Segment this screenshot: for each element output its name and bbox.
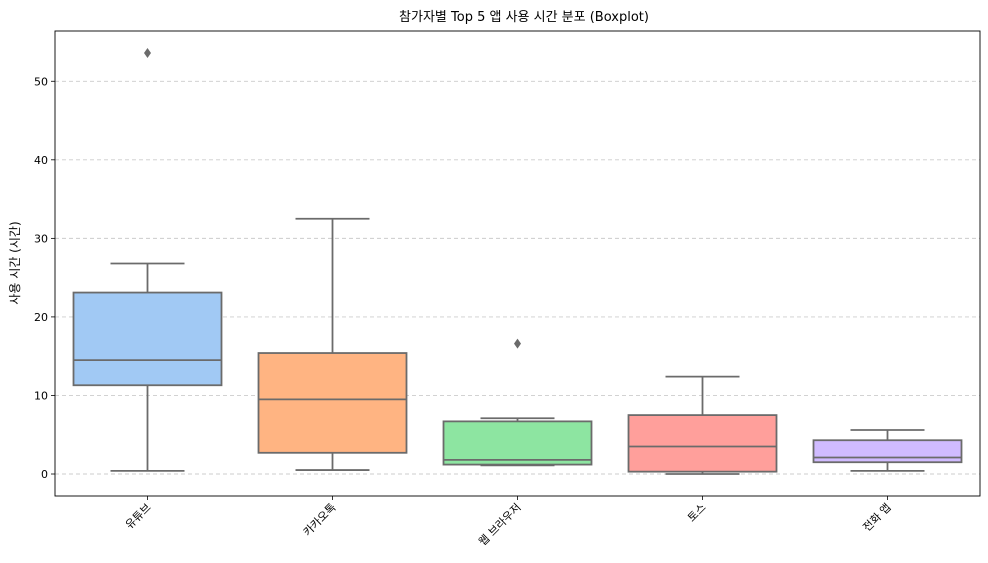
x-tick-label: 토스: [685, 501, 709, 525]
box-group-1: [257, 217, 408, 471]
outlier-point: [144, 47, 151, 58]
y-tick-label: 40: [34, 154, 48, 167]
y-tick-label: 10: [34, 389, 48, 402]
outlier-point: [514, 338, 521, 349]
box-group-4: [812, 429, 963, 472]
box-group-3: [627, 375, 778, 475]
x-tick-label: 전화 앱: [860, 501, 893, 534]
box-group-2: [442, 338, 593, 467]
y-tick-label: 0: [41, 468, 48, 481]
boxes-layer: [72, 47, 963, 475]
box-iqr: [257, 352, 408, 454]
x-tick-label: 웹 브라우저: [476, 501, 523, 548]
gridlines: [55, 80, 980, 475]
y-axis-label: 사용 시간 (시간): [8, 221, 22, 304]
box-iqr: [72, 291, 223, 387]
box-group-0: [72, 47, 223, 472]
y-tick-label: 20: [34, 311, 48, 324]
box-iqr: [627, 414, 778, 473]
box-iqr: [812, 439, 963, 464]
chart-title: 참가자별 Top 5 앱 사용 시간 분포 (Boxplot): [399, 10, 649, 25]
x-tick-label: 카카오톡: [301, 501, 339, 539]
plot-frame: [54, 30, 981, 497]
y-tick-label: 50: [34, 75, 48, 88]
box-iqr: [442, 420, 593, 466]
x-tick-label: 유튜브: [123, 501, 154, 532]
y-tick-label: 30: [34, 232, 48, 245]
